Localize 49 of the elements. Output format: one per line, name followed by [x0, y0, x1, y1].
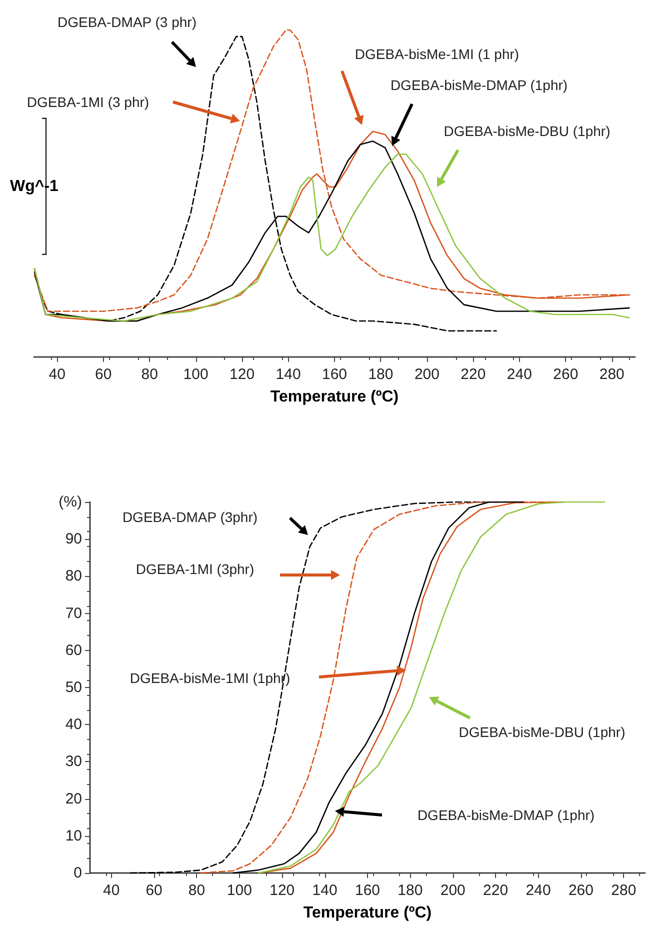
x-tick-label: 120 [270, 882, 295, 899]
x-tick-label: 180 [368, 366, 394, 383]
x-tick-label: 260 [568, 882, 594, 899]
x-tick-label: 240 [526, 882, 551, 899]
x-tick-label: 40 [48, 366, 66, 383]
x-tick-label: 160 [322, 366, 348, 383]
y-tick-label: 80 [65, 568, 82, 585]
text: DGEBA-DMAP (3 phr) [58, 14, 196, 30]
y-tick-label: 10 [65, 827, 82, 844]
annotation: DGEBA-bisMe-1MI (1 phr) [354, 46, 520, 62]
x-tick-label: 280 [611, 882, 636, 899]
x-axis-title: Temperature (ºC) [303, 904, 432, 922]
y-tick-label: 50 [65, 679, 82, 696]
x-tick-label: 140 [312, 882, 338, 899]
x-tick-label: 80 [141, 366, 158, 383]
y-tick-label: 90 [65, 530, 82, 548]
x-tick-label: 100 [226, 882, 252, 899]
x-tick-label: 80 [188, 882, 206, 899]
annotation: DGEBA-bisMe-DMAP (1phr) [417, 807, 595, 823]
y-tick-label: 40 [65, 716, 82, 734]
y-tick-label: 70 [65, 604, 82, 622]
x-tick-label: 220 [460, 366, 486, 383]
x-tick-label: 100 [183, 366, 208, 383]
annotation: DGEBA-1MI (3phr) [136, 561, 254, 577]
annotation: DGEBA-1MI (3 phr) [26, 94, 150, 110]
annotation: DGEBA-DMAP (3phr) [122, 509, 258, 525]
x-tick-label: 160 [354, 882, 380, 899]
annotation: DGEBA-bisMe-DBU (1phr) [458, 724, 626, 740]
x-tick-label: 40 [103, 882, 120, 899]
x-tick-label: 200 [440, 882, 466, 899]
annotation: DGEBA-bisMe-DBU (1phr) [444, 123, 610, 139]
x-tick-label: 200 [414, 366, 440, 383]
y-tick-label: 60 [65, 642, 82, 659]
x-axis-title: Temperature (ºC) [270, 388, 399, 406]
x-tick-label: 120 [230, 366, 255, 383]
x-tick-label: 240 [506, 366, 532, 383]
annotation: DGEBA-bisMe-1MI (1phr) [130, 670, 290, 686]
y-tick-label: 0 [74, 864, 82, 882]
x-tick-label: 220 [483, 882, 508, 899]
x-tick-label: 280 [599, 366, 624, 383]
x-tick-label: 60 [95, 366, 112, 383]
y-tick-label: (%) [58, 494, 82, 510]
annotation: DGEBA-bisMe-DMAP (1phr) [390, 77, 568, 93]
x-tick-label: 140 [276, 366, 301, 383]
x-tick-label: 180 [398, 882, 423, 899]
y-tick-label: 20 [65, 790, 82, 808]
x-tick-label: 60 [146, 882, 162, 899]
x-tick-label: 260 [553, 366, 578, 383]
y-tick-label: 30 [65, 753, 82, 770]
